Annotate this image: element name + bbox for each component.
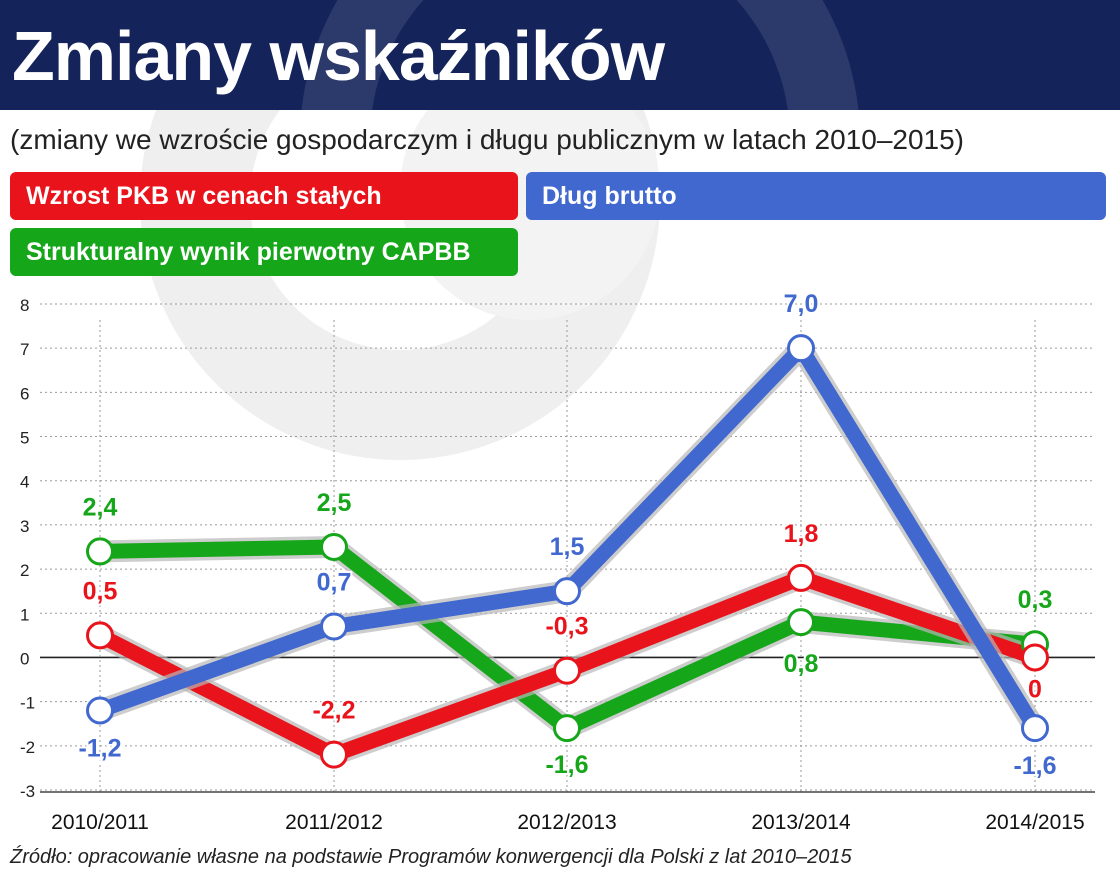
x-tick-label: 2010/2011 [51, 811, 149, 834]
data-point-pkb [553, 656, 581, 685]
data-point-capbb [86, 537, 114, 566]
data-label-pkb: 1,8 [784, 520, 819, 548]
data-point-pkb [1021, 643, 1049, 672]
y-tick-label: 1 [20, 605, 29, 624]
x-tick-label: 2014/2015 [985, 811, 1084, 834]
data-point-dlug [787, 334, 815, 363]
data-point-capbb [787, 608, 815, 637]
data-point-dlug [1021, 714, 1049, 743]
data-point-pkb [787, 563, 815, 592]
legend-item-capbb: Strukturalny wynik pierwotny CAPBB [10, 228, 518, 276]
data-point-dlug [86, 696, 114, 725]
y-tick-label: -2 [20, 738, 35, 757]
x-tick-label: 2012/2013 [517, 811, 616, 834]
data-label-capbb: 0,3 [1018, 586, 1053, 614]
y-tick-label: -1 [20, 694, 35, 713]
chart-subtitle: (zmiany we wzroście gospodarczym i długu… [10, 124, 965, 155]
data-label-capbb: -1,6 [545, 751, 588, 779]
legend-item-pkb: Wzrost PKB w cenach stałych [10, 172, 518, 220]
data-label-dlug: 1,5 [550, 533, 585, 561]
line-chart: 8 7 6 5 4 3 2 1 0 -1 -2 -3 2010/2011 2011/2012 2012/20… [20, 288, 1095, 834]
y-tick-label: 7 [20, 340, 29, 359]
y-tick-label: 8 [20, 296, 29, 315]
y-tick-label: 6 [20, 384, 29, 403]
y-tick-label: -3 [20, 782, 35, 801]
data-label-pkb: -2,2 [312, 697, 355, 725]
data-point-dlug [320, 612, 348, 641]
data-point-capbb [320, 533, 348, 561]
page-title: Zmiany wskaźników [12, 17, 665, 95]
data-point-pkb [320, 740, 348, 769]
data-label-dlug: -1,2 [78, 734, 121, 762]
y-tick-label: 5 [20, 429, 29, 448]
data-label-capbb: 2,4 [83, 493, 118, 521]
data-label-dlug: 7,0 [784, 290, 819, 318]
data-label-dlug: -1,6 [1013, 752, 1056, 780]
source-note: Źródło: opracowanie własne na podstawie … [10, 846, 852, 868]
data-label-dlug: 0,7 [317, 569, 352, 597]
legend-item-dlug: Dług brutto [526, 172, 1106, 220]
data-label-pkb: 0,5 [83, 577, 118, 605]
y-tick-label: 4 [20, 473, 29, 492]
header-banner: Zmiany wskaźników [0, 0, 1120, 110]
data-label-pkb: 0 [1028, 675, 1042, 703]
data-label-capbb: 2,5 [317, 489, 352, 517]
data-label-pkb: -0,3 [545, 613, 588, 641]
data-point-pkb [86, 621, 114, 650]
data-point-dlug [553, 577, 581, 606]
y-tick-label: 2 [20, 561, 29, 580]
data-label-capbb: 0,8 [784, 650, 819, 678]
y-tick-label: 0 [20, 649, 29, 668]
data-point-capbb [553, 714, 581, 743]
x-tick-label: 2013/2014 [751, 811, 851, 834]
x-tick-label: 2011/2012 [285, 811, 383, 834]
y-tick-label: 3 [20, 517, 29, 536]
